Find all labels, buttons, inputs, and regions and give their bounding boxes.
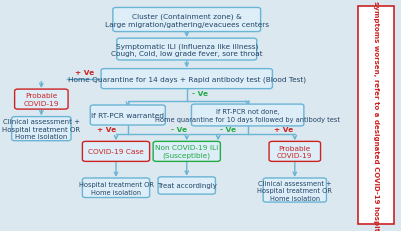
FancyBboxPatch shape bbox=[90, 106, 165, 125]
FancyBboxPatch shape bbox=[153, 142, 220, 162]
Text: + Ve: + Ve bbox=[75, 70, 94, 76]
Text: Treat accordingly: Treat accordingly bbox=[157, 183, 217, 189]
Text: If RT-PCR not done,
Home quarantine for 10 days followed by antibody test: If RT-PCR not done, Home quarantine for … bbox=[155, 109, 340, 122]
Text: Symptomatic ILI (Influenza like illness)
Cough, Cold, low grade fever, sore thro: Symptomatic ILI (Influenza like illness)… bbox=[111, 43, 263, 57]
FancyBboxPatch shape bbox=[12, 117, 71, 141]
Text: Cluster (Containment zone) &
Large migration/gathering/evacuees centers: Cluster (Containment zone) & Large migra… bbox=[105, 13, 269, 27]
Text: + Ve: + Ve bbox=[97, 126, 116, 132]
Text: If RT-PCR warranted: If RT-PCR warranted bbox=[91, 112, 164, 119]
FancyBboxPatch shape bbox=[83, 142, 150, 162]
FancyBboxPatch shape bbox=[113, 8, 261, 32]
Text: Clinical assessment +
Hospital treatment OR
Home isolation: Clinical assessment + Hospital treatment… bbox=[2, 119, 81, 140]
Text: - Ve: - Ve bbox=[171, 126, 187, 132]
Text: COVID-19 Case: COVID-19 Case bbox=[88, 149, 144, 155]
Text: If symptoms worsen, refer to a designated COVID-19 hospital: If symptoms worsen, refer to a designate… bbox=[373, 0, 379, 231]
FancyBboxPatch shape bbox=[117, 39, 257, 61]
FancyBboxPatch shape bbox=[191, 105, 304, 126]
FancyBboxPatch shape bbox=[358, 7, 394, 224]
Text: Probable
COVID-19: Probable COVID-19 bbox=[277, 145, 312, 158]
Text: Probable
COVID-19: Probable COVID-19 bbox=[24, 93, 59, 106]
FancyBboxPatch shape bbox=[101, 69, 272, 89]
FancyBboxPatch shape bbox=[83, 178, 150, 198]
Text: Clinical assessment +
Hospital treatment OR
Home isolation: Clinical assessment + Hospital treatment… bbox=[257, 180, 332, 201]
FancyBboxPatch shape bbox=[14, 90, 68, 110]
FancyBboxPatch shape bbox=[158, 177, 215, 194]
Text: - Ve: - Ve bbox=[220, 126, 236, 132]
Text: - Ve: - Ve bbox=[192, 91, 209, 97]
FancyBboxPatch shape bbox=[269, 142, 320, 162]
Text: Hospital treatment OR
Home isolation: Hospital treatment OR Home isolation bbox=[79, 181, 154, 195]
Text: Home Quarantine for 14 days + Rapid antibody test (Blood Test): Home Quarantine for 14 days + Rapid anti… bbox=[68, 76, 306, 82]
FancyBboxPatch shape bbox=[263, 178, 326, 202]
Text: Non COVID-19 ILI
(Susceptible): Non COVID-19 ILI (Susceptible) bbox=[155, 145, 219, 159]
Text: + Ve: + Ve bbox=[274, 126, 294, 132]
